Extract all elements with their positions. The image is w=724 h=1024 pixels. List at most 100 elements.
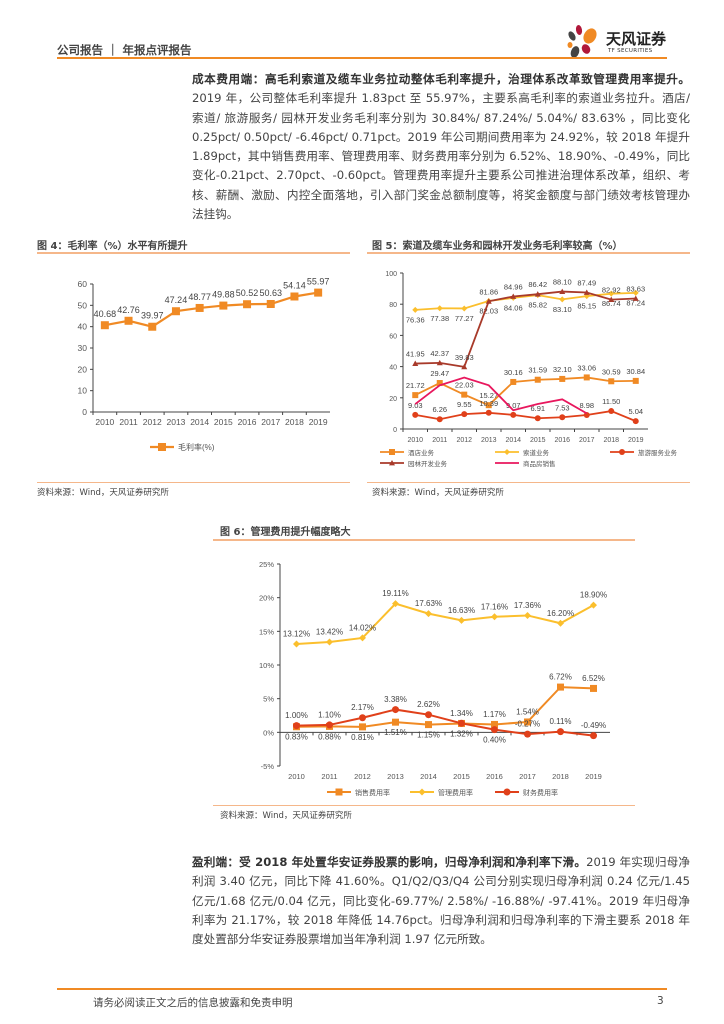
data-label: 48.77: [188, 292, 211, 302]
data-label: 8.98: [579, 401, 594, 410]
x-tick-label: 2013: [387, 772, 404, 781]
x-tick-label: 2017: [579, 437, 595, 444]
data-point: [557, 619, 564, 627]
y-tick-label: 100: [385, 271, 397, 278]
data-point: [524, 730, 531, 738]
data-point: [326, 721, 333, 729]
data-label: 39.83: [455, 353, 474, 362]
data-label: 47.24: [165, 295, 188, 305]
data-point: [608, 290, 615, 297]
data-label: 7.53: [555, 403, 570, 412]
data-point: [148, 322, 157, 331]
fig5-title-divider: [367, 252, 690, 254]
data-point: [392, 600, 399, 608]
series-line-索道业务: [415, 292, 636, 311]
x-tick-label: 2016: [486, 772, 503, 781]
logo-text-en: TF SECURITIES: [608, 48, 653, 54]
data-label: 42.37: [430, 349, 449, 358]
x-tick-label: 2010: [288, 772, 305, 781]
data-point: [124, 316, 133, 325]
fig5-source: 资料来源：Wind，天风证券研究所: [372, 488, 504, 498]
data-point: [485, 298, 492, 304]
x-tick-label: 2018: [603, 437, 619, 444]
data-label: 87.49: [577, 279, 596, 288]
fig6-expense-ratio-chart: -5% 0% 5% 10% 15% 20% 25% 2010 2011 2012 2013 2014 2…: [259, 560, 610, 797]
data-label: 10.39: [479, 399, 498, 408]
data-label: 30.59: [602, 367, 621, 376]
data-point: [219, 301, 228, 310]
data-label: 21.72: [406, 381, 425, 390]
fig4-gross-margin-chart: 0 10 20 30 40 50 60 2010 2011 2012 2013 2014 2015 201…: [78, 277, 330, 452]
tf-securities-logo: 天风证券 TF SECURITIES: [566, 24, 668, 58]
x-tick-label: 2012: [354, 772, 371, 781]
data-label: 85.82: [528, 301, 547, 310]
y-tick-label: -5%: [261, 762, 275, 771]
data-label: 17.36%: [514, 601, 541, 610]
data-label: 13.12%: [283, 629, 310, 638]
data-point: [418, 788, 426, 796]
data-point: [392, 706, 399, 714]
data-label: 85.15: [577, 302, 596, 311]
x-tick-label: 2015: [214, 417, 233, 427]
data-point: [266, 299, 275, 308]
fig5-segment-margin-chart: 0 20 40 60 80 100 2010 2011 2012 2013 2014 2015 2016…: [380, 271, 678, 468]
legend-label: 园林开发业务: [408, 459, 448, 468]
legend-label: 旅游服务业务: [638, 448, 678, 457]
data-label: 6.52%: [582, 674, 605, 683]
data-label: 33.06: [577, 363, 596, 372]
data-point: [534, 376, 541, 383]
data-label: 17.16%: [481, 602, 508, 611]
data-label: 15.27: [479, 391, 498, 400]
fig5-title: 图 5：索道及缆车业务和园林开发业务毛利率较高（%）: [372, 241, 623, 252]
data-label: 6.26: [432, 405, 447, 414]
data-point: [534, 415, 541, 422]
series-line-园林开发业务: [415, 290, 636, 368]
data-label: 29.47: [430, 369, 449, 378]
y-tick-label: 15%: [259, 627, 274, 636]
data-label: 50.63: [259, 288, 282, 298]
paragraph-body: 2019 年实现归母净利润 3.40 亿元，同比下降 41.60%。Q1/Q2/…: [192, 855, 690, 947]
data-point: [436, 416, 443, 423]
data-point: [491, 726, 498, 734]
x-tick-label: 2019: [309, 417, 328, 427]
data-point: [461, 305, 468, 312]
data-point: [458, 719, 465, 727]
data-label: 11.50: [602, 397, 620, 406]
data-label: 30.84: [626, 367, 645, 376]
data-label: 39.97: [141, 311, 164, 321]
data-label: 1.51%: [384, 728, 407, 737]
x-tick-label: 2014: [420, 772, 437, 781]
legend-label: 销售费用率: [355, 788, 390, 797]
data-label: 55.97: [307, 277, 330, 287]
data-point: [491, 613, 498, 621]
data-point: [583, 374, 590, 381]
data-label: 49.88: [212, 290, 235, 300]
data-point: [461, 391, 468, 398]
data-label: 1.32%: [450, 729, 473, 738]
data-label: 1.00%: [285, 711, 308, 720]
data-point: [425, 610, 432, 618]
data-label: 83.10: [553, 305, 572, 314]
data-point: [425, 721, 432, 729]
data-point: [461, 363, 468, 370]
data-point: [436, 380, 443, 387]
data-point: [632, 289, 639, 296]
data-label: 19.11%: [382, 589, 409, 598]
data-label: 0.88%: [318, 732, 341, 741]
y-tick-label: 30: [78, 343, 88, 353]
x-tick-label: 2015: [453, 772, 470, 781]
data-label: 0.11%: [549, 717, 571, 726]
data-point: [458, 616, 465, 624]
series-line-销售费用率: [296, 686, 594, 728]
y-tick-label: 60: [78, 279, 88, 289]
footer-disclaimer: 请务必阅读正文之后的信息披露和免责申明: [93, 997, 293, 1009]
cost-expense-paragraph: 成本费用端：高毛利索道及缆车业务拉动整体毛利率提升，治理体系改革致管理费用率提升…: [192, 70, 690, 224]
data-point: [389, 460, 395, 466]
data-point: [293, 640, 300, 648]
data-label: 40.68: [94, 309, 117, 319]
x-tick-label: 2013: [481, 437, 497, 444]
logo-petal-icon: [567, 25, 597, 58]
fig6-title-divider: [213, 539, 635, 541]
series-line-酒店业务: [414, 376, 636, 407]
y-tick-label: 50: [78, 300, 88, 310]
